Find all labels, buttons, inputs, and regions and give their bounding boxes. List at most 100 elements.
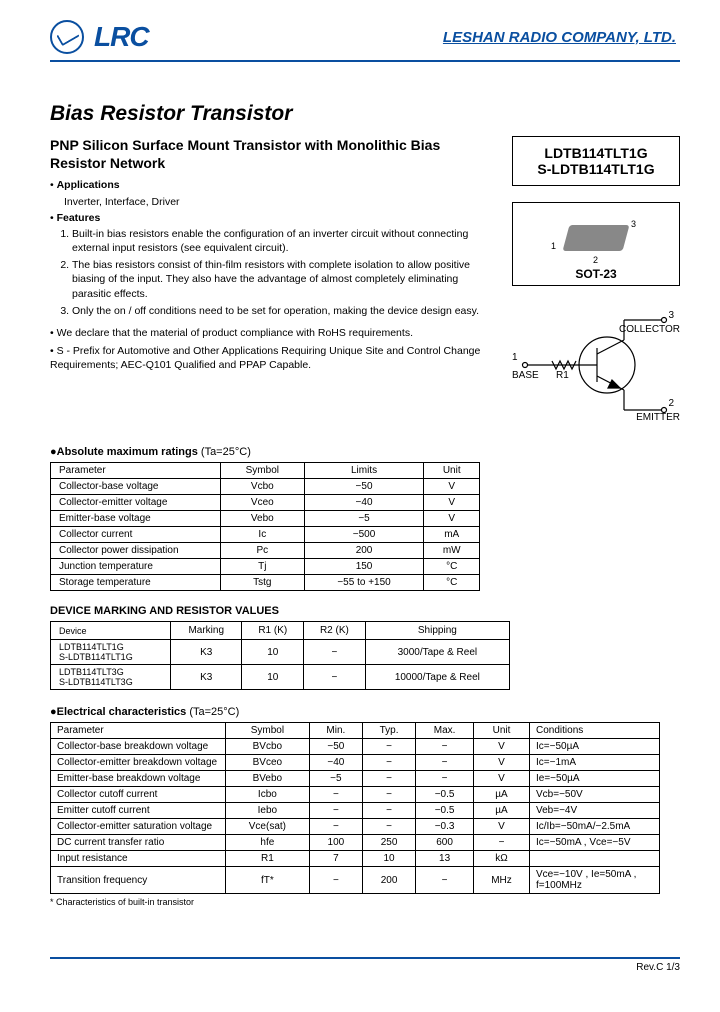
table-cell: °C xyxy=(424,559,480,575)
table-cell: Collector cutoff current xyxy=(51,787,226,803)
table-cell: Emitter-base breakdown voltage xyxy=(51,771,226,787)
abs-col: Symbol xyxy=(221,463,305,479)
table-cell: Iebo xyxy=(226,803,310,819)
abs-col: Unit xyxy=(424,463,480,479)
elec-col: Typ. xyxy=(362,723,415,739)
table-cell: kΩ xyxy=(473,851,529,867)
table-cell: Emitter-base voltage xyxy=(51,511,221,527)
package-icon: 1 2 3 xyxy=(551,213,641,263)
table-row: Collector-base voltageVcbo−50V xyxy=(51,479,480,495)
table-cell: − xyxy=(362,819,415,835)
abs-col: Parameter xyxy=(51,463,221,479)
table-cell: −55 to +150 xyxy=(304,575,424,591)
table-cell: − xyxy=(416,771,474,787)
table-cell: Ic=−50mA , Vce=−5V xyxy=(530,835,660,851)
mark-col: R2 (K) xyxy=(304,622,366,640)
table-cell: Vce=−10V , Ie=50mA , f=100MHz xyxy=(530,867,660,894)
package-name: SOT-23 xyxy=(521,267,671,281)
table-cell: hfe xyxy=(226,835,310,851)
table-cell: Tstg xyxy=(221,575,305,591)
pin-label: 1 xyxy=(551,241,556,251)
table-cell: −0.3 xyxy=(416,819,474,835)
table-cell: Collector-emitter voltage xyxy=(51,495,221,511)
table-cell: 3000/Tape & Reel xyxy=(365,640,509,665)
table-cell: 100 xyxy=(309,835,362,851)
table-row: Junction temperatureTj150°C xyxy=(51,559,480,575)
table-cell: V xyxy=(473,739,529,755)
table-cell: BVcbo xyxy=(226,739,310,755)
schematic-pin: 3 xyxy=(668,310,674,321)
elec-title: ●Electrical characteristics xyxy=(50,706,186,718)
table-cell: Ic=−1mA xyxy=(530,755,660,771)
schematic-pin: 2 xyxy=(668,398,674,409)
subtitle: PNP Silicon Surface Mount Transistor wit… xyxy=(50,136,490,172)
table-cell: −5 xyxy=(309,771,362,787)
table-cell: Collector-emitter breakdown voltage xyxy=(51,755,226,771)
table-row: DC current transfer ratiohfe100250600−Ic… xyxy=(51,835,660,851)
table-cell: 150 xyxy=(304,559,424,575)
table-cell: fT* xyxy=(226,867,310,894)
table-cell: MHz xyxy=(473,867,529,894)
table-cell: 10 xyxy=(242,640,304,665)
table-row: Collector power dissipationPc200mW xyxy=(51,543,480,559)
mark-col: R1 (K) xyxy=(242,622,304,640)
table-cell: Ic/Ib=−50mA/−2.5mA xyxy=(530,819,660,835)
features-label: Features xyxy=(57,212,101,224)
table-cell: BVebo xyxy=(226,771,310,787)
table-cell: − xyxy=(362,771,415,787)
table-cell: − xyxy=(416,867,474,894)
table-row: Collector-base breakdown voltageBVcbo−50… xyxy=(51,739,660,755)
table-cell: Transition frequency xyxy=(51,867,226,894)
table-cell: Ie=−50µA xyxy=(530,771,660,787)
table-cell: 10 xyxy=(362,851,415,867)
elec-table: Parameter Symbol Min. Typ. Max. Unit Con… xyxy=(50,722,660,894)
package-box: 1 2 3 SOT-23 xyxy=(512,202,680,286)
table-cell: 200 xyxy=(304,543,424,559)
table-row: Collector cutoff currentIcbo−−−0.5µAVcb=… xyxy=(51,787,660,803)
table-cell: BVceo xyxy=(226,755,310,771)
table-row: Transition frequencyfT*−200−MHzVce=−10V … xyxy=(51,867,660,894)
table-cell: µA xyxy=(473,787,529,803)
mark-col: Shipping xyxy=(365,622,509,640)
table-cell: −40 xyxy=(304,495,424,511)
feature-item: Built-in bias resistors enable the confi… xyxy=(72,227,490,255)
table-cell: − xyxy=(416,755,474,771)
table-cell: − xyxy=(362,739,415,755)
table-cell: µA xyxy=(473,803,529,819)
features-list: Built-in bias resistors enable the confi… xyxy=(50,227,490,318)
table-cell: Collector-base voltage xyxy=(51,479,221,495)
table-cell: − xyxy=(416,739,474,755)
note-text: We declare that the material of product … xyxy=(57,327,413,339)
schematic-r1-label: R1 xyxy=(556,370,569,381)
schematic-collector-label: COLLECTOR xyxy=(619,324,680,335)
table-cell: − xyxy=(304,665,366,690)
schematic-diagram: 1 BASE R1 3 COLLECTOR 2 EMITTER xyxy=(512,310,680,430)
table-cell: Vcb=−50V xyxy=(530,787,660,803)
marking-table: DeviceMarkingR1 (K)R2 (K)Shipping LDTB11… xyxy=(50,621,510,690)
table-cell: 10000/Tape & Reel xyxy=(365,665,509,690)
table-cell: −0.5 xyxy=(416,787,474,803)
table-cell: Collector power dissipation xyxy=(51,543,221,559)
table-cell: DC current transfer ratio xyxy=(51,835,226,851)
table-row: Storage temperatureTstg−55 to +150°C xyxy=(51,575,480,591)
schematic-pin: 1 xyxy=(512,352,518,363)
pin-label: 3 xyxy=(631,219,636,229)
table-cell: Vce(sat) xyxy=(226,819,310,835)
table-cell: LDTB114TLT1G S-LDTB114TLT1G xyxy=(51,640,171,665)
table-cell: − xyxy=(309,819,362,835)
logo-text: LRC xyxy=(94,21,149,53)
company-name: LESHAN RADIO COMPANY, LTD. xyxy=(443,29,680,46)
elec-col: Max. xyxy=(416,723,474,739)
table-cell: −50 xyxy=(309,739,362,755)
part-number: S-LDTB114TLT1G xyxy=(523,161,669,177)
table-cell: °C xyxy=(424,575,480,591)
elec-col: Unit xyxy=(473,723,529,739)
table-cell: Junction temperature xyxy=(51,559,221,575)
table-row: Collector-emitter breakdown voltageBVceo… xyxy=(51,755,660,771)
footnote: * Characteristics of built-in transistor xyxy=(50,897,680,907)
elec-col: Parameter xyxy=(51,723,226,739)
elec-col: Symbol xyxy=(226,723,310,739)
table-cell: V xyxy=(473,819,529,835)
table-cell: 200 xyxy=(362,867,415,894)
table-cell: −5 xyxy=(304,511,424,527)
